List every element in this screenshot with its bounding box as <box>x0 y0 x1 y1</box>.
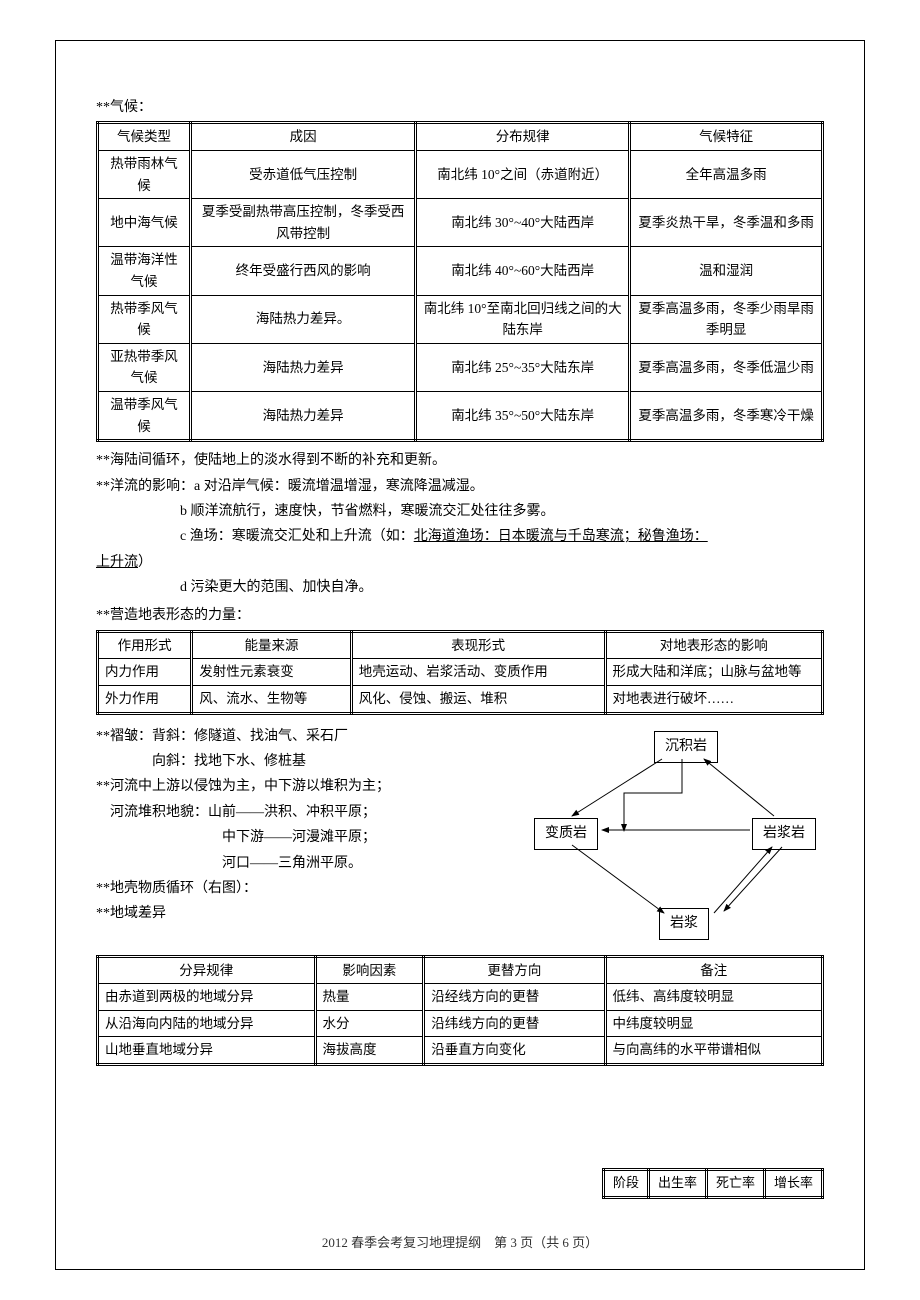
td: 从沿海向内陆的地域分异 <box>98 1010 316 1037</box>
para: c 渔场：寒暖流交汇处和上升流（如：北海道渔场：日本暖流与千岛寒流；秘鲁渔场： <box>96 526 824 548</box>
td: 海陆热力差异 <box>191 343 416 391</box>
td: 海陆热力差异。 <box>191 295 416 343</box>
para: **河流中上游以侵蚀为主，中下游以堆积为主； <box>96 776 502 798</box>
population-table-fragment: 阶段 出生率 死亡率 增长率 <box>602 1168 824 1199</box>
td: 温带季风气候 <box>98 391 191 440</box>
td: 温带海洋性气候 <box>98 247 191 295</box>
th: 对地表形态的影响 <box>605 631 823 659</box>
td: 死亡率 <box>706 1170 764 1198</box>
td: 中纬度较明显 <box>605 1010 823 1037</box>
force-heading: **营造地表形态的力量： <box>96 605 824 627</box>
td: 温和湿润 <box>630 247 823 295</box>
para: **洋流的影响：a 对沿岸气候：暖流增温增湿，寒流降温减湿。 <box>96 476 824 498</box>
td: 热带季风气候 <box>98 295 191 343</box>
page-frame: **气候： 气候类型 成因 分布规律 气候特征 热带雨林气候受赤道低气压控制南北… <box>55 40 865 1270</box>
td: 形成大陆和洋底；山脉与盆地等 <box>605 659 823 686</box>
td: 亚热带季风气候 <box>98 343 191 391</box>
force-table: 作用形式 能量来源 表现形式 对地表形态的影响 内力作用发射性元素衰变地壳运动、… <box>96 630 824 715</box>
td: 夏季高温多雨，冬季低温少雨 <box>630 343 823 391</box>
node-metamorphic: 变质岩 <box>534 818 598 850</box>
para: 河口——三角洲平原。 <box>96 853 502 875</box>
td: 夏季炎热干旱，冬季温和多雨 <box>630 199 823 247</box>
td: 风化、侵蚀、搬运、堆积 <box>351 686 605 714</box>
td: 沿经线方向的更替 <box>424 984 605 1011</box>
region-table: 分异规律 影响因素 更替方向 备注 由赤道到两极的地域分异热量沿经线方向的更替低… <box>96 955 824 1066</box>
th: 备注 <box>605 956 823 984</box>
text: c 渔场：寒暖流交汇处和上升流（如： <box>180 529 414 544</box>
para: **地壳物质循环（右图）： <box>96 878 502 900</box>
td: 夏季高温多雨，冬季少雨旱雨季明显 <box>630 295 823 343</box>
td: 南北纬 10°之间（赤道附近） <box>416 150 630 198</box>
th: 影响因素 <box>315 956 424 984</box>
td: 山地垂直地域分异 <box>98 1037 316 1065</box>
td: 受赤道低气压控制 <box>191 150 416 198</box>
td: 对地表进行破坏…… <box>605 686 823 714</box>
node-igneous: 岩浆岩 <box>752 818 816 850</box>
th: 气候类型 <box>98 123 191 151</box>
th: 表现形式 <box>351 631 605 659</box>
climate-table: 气候类型 成因 分布规律 气候特征 热带雨林气候受赤道低气压控制南北纬 10°之… <box>96 121 824 442</box>
td: 发射性元素衰变 <box>192 659 352 686</box>
td: 南北纬 40°~60°大陆西岸 <box>416 247 630 295</box>
td: 低纬、高纬度较明显 <box>605 984 823 1011</box>
climate-heading: **气候： <box>96 97 824 119</box>
td: 热带雨林气候 <box>98 150 191 198</box>
td: 南北纬 25°~35°大陆东岸 <box>416 343 630 391</box>
td: 热量 <box>315 984 424 1011</box>
td: 增长率 <box>764 1170 822 1198</box>
node-sediment: 沉积岩 <box>654 731 718 763</box>
td: 南北纬 35°~50°大陆东岸 <box>416 391 630 440</box>
th: 成因 <box>191 123 416 151</box>
node-magma: 岩浆 <box>659 908 709 940</box>
text: ） <box>138 555 152 570</box>
para: **海陆间循环，使陆地上的淡水得到不断的补充和更新。 <box>96 450 824 472</box>
td: 外力作用 <box>98 686 192 714</box>
para: **地域差异 <box>96 903 502 925</box>
td: 海陆热力差异 <box>191 391 416 440</box>
th: 分异规律 <box>98 956 316 984</box>
td: 水分 <box>315 1010 424 1037</box>
th: 气候特征 <box>630 123 823 151</box>
rock-cycle-diagram: 沉积岩 变质岩 岩浆岩 岩浆 <box>514 723 824 953</box>
td: 出生率 <box>648 1170 706 1198</box>
para: **褶皱：背斜：修隧道、找油气、采石厂 <box>96 726 502 748</box>
para: d 污染更大的范围、加快自净。 <box>96 577 824 599</box>
para: 上升流） <box>96 552 824 574</box>
td: 夏季受副热带高压控制，冬季受西风带控制 <box>191 199 416 247</box>
th: 作用形式 <box>98 631 192 659</box>
underline: 北海道渔场：日本暖流与千岛寒流；秘鲁渔场： <box>414 529 708 544</box>
td: 地中海气候 <box>98 199 191 247</box>
fold-river-row: **褶皱：背斜：修隧道、找油气、采石厂 向斜：找地下水、修桩基 **河流中上游以… <box>96 723 824 953</box>
para: b 顺洋流航行，速度快，节省燃料，寒暖流交汇处往往多雾。 <box>96 501 824 523</box>
td: 终年受盛行西风的影响 <box>191 247 416 295</box>
td: 地壳运动、岩浆活动、变质作用 <box>351 659 605 686</box>
td: 由赤道到两极的地域分异 <box>98 984 316 1011</box>
left-text-column: **褶皱：背斜：修隧道、找油气、采石厂 向斜：找地下水、修桩基 **河流中上游以… <box>96 723 502 929</box>
th: 分布规律 <box>416 123 630 151</box>
td: 南北纬 30°~40°大陆西岸 <box>416 199 630 247</box>
th: 能量来源 <box>192 631 352 659</box>
td: 沿纬线方向的更替 <box>424 1010 605 1037</box>
td: 全年高温多雨 <box>630 150 823 198</box>
td: 海拔高度 <box>315 1037 424 1065</box>
td: 内力作用 <box>98 659 192 686</box>
para: 中下游——河漫滩平原； <box>96 827 502 849</box>
td: 南北纬 10°至南北回归线之间的大陆东岸 <box>416 295 630 343</box>
td: 沿垂直方向变化 <box>424 1037 605 1065</box>
para: 向斜：找地下水、修桩基 <box>96 751 502 773</box>
td: 风、流水、生物等 <box>192 686 352 714</box>
page-footer: 2012 春季会考复习地理提纲 第 3 页（共 6 页） <box>56 1233 864 1254</box>
para: 河流堆积地貌：山前——洪积、冲积平原； <box>96 802 502 824</box>
td: 夏季高温多雨，冬季寒冷干燥 <box>630 391 823 440</box>
underline: 上升流 <box>96 555 138 570</box>
td: 与向高纬的水平带谱相似 <box>605 1037 823 1065</box>
water-cycle-text: **海陆间循环，使陆地上的淡水得到不断的补充和更新。 **洋流的影响：a 对沿岸… <box>96 450 824 599</box>
td: 阶段 <box>603 1170 648 1198</box>
th: 更替方向 <box>424 956 605 984</box>
